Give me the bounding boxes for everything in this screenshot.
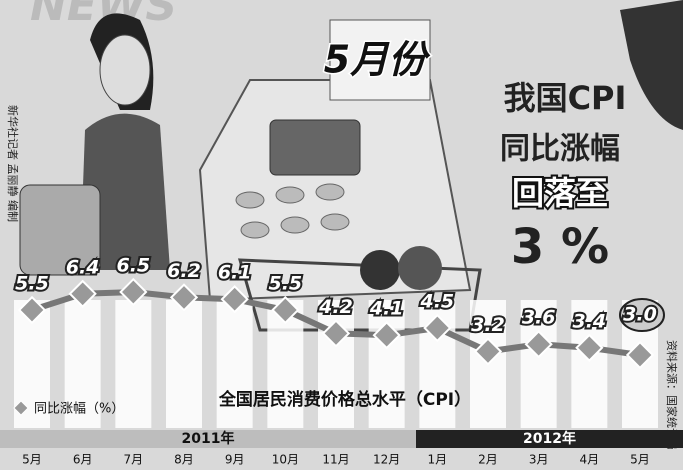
- data-label: 4.2: [318, 296, 353, 318]
- fruit: [398, 246, 442, 290]
- data-label: 6.1: [218, 262, 252, 284]
- year-label: 2012年: [523, 430, 576, 447]
- headline: 我国CPI: [504, 79, 627, 117]
- x-tick-label: 10月: [272, 453, 299, 467]
- data-label: 5.5: [268, 273, 302, 295]
- x-tick-label: 11月: [322, 453, 349, 467]
- x-tick-label: 4月: [580, 453, 600, 467]
- headline: 3 %: [511, 219, 609, 275]
- data-label: 4.1: [369, 298, 404, 320]
- headline: 同比涨幅: [500, 132, 620, 167]
- x-tick-label: 8月: [174, 453, 194, 467]
- x-tick-label: 12月: [373, 453, 400, 467]
- chart: NEWS 5月份 我国CPI 同比涨幅 回落至 3 % 新华社记者 孟丽静 编制…: [0, 0, 683, 470]
- year-label: 2011年: [182, 430, 235, 447]
- data-label: 5.5: [15, 273, 49, 295]
- x-tick-label: 2月: [478, 453, 498, 467]
- data-label: 4.5: [419, 291, 454, 313]
- column-stripe: [166, 300, 202, 428]
- data-label: 3.2: [471, 314, 505, 336]
- data-label: 6.4: [66, 256, 100, 278]
- fruit: [360, 250, 400, 290]
- credit: 新华社记者 孟丽静 编制: [6, 105, 20, 222]
- data-label: 6.5: [116, 255, 150, 277]
- x-tick-label: 1月: [428, 453, 448, 467]
- data-label: 6.2: [167, 260, 201, 282]
- x-tick-label: 7月: [124, 453, 144, 467]
- title: 5月份: [324, 38, 431, 82]
- x-tick-label: 3月: [529, 453, 549, 467]
- data-label: 3.4: [572, 310, 606, 332]
- x-tick-label: 9月: [225, 453, 245, 467]
- data-label: 3.6: [522, 307, 556, 329]
- axis-title: 全国居民消费价格总水平（CPI）: [218, 389, 471, 410]
- x-tick-label: 5月: [630, 453, 650, 467]
- legend-label: 同比涨幅（%）: [34, 402, 124, 417]
- x-tick-label: 5月: [22, 453, 42, 467]
- x-tick-label: 6月: [73, 453, 93, 467]
- data-label: 3.0: [623, 304, 657, 326]
- headline: 回落至: [512, 174, 608, 212]
